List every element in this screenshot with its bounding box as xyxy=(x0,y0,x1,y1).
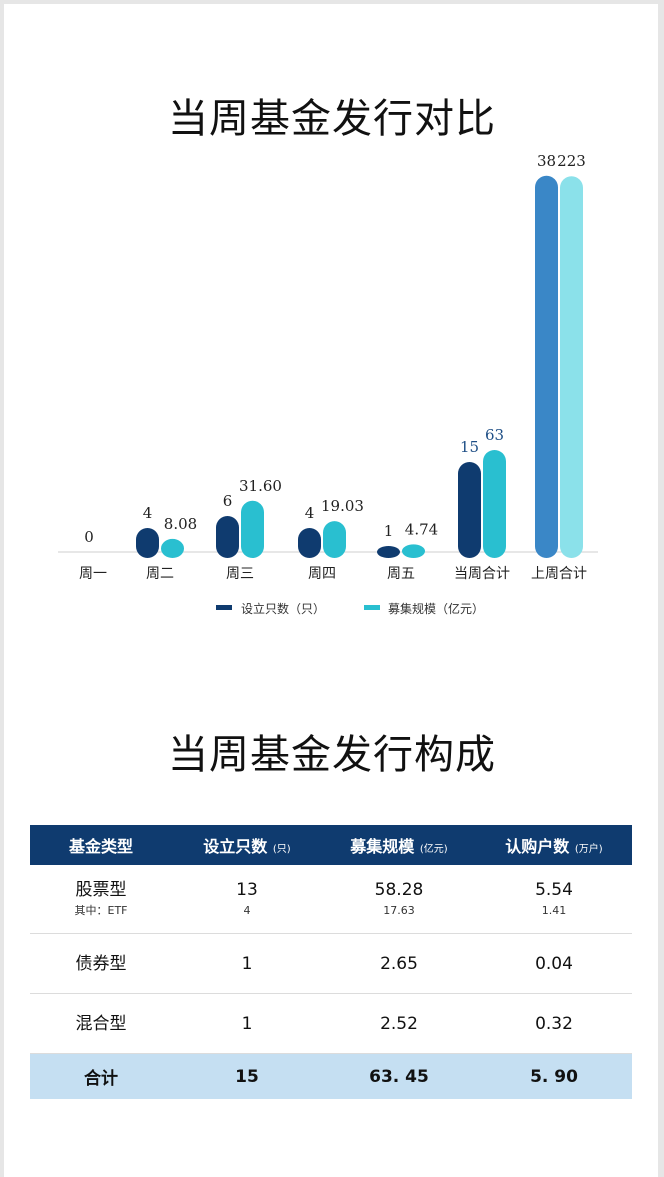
cell-scale: 58.28 17.63 xyxy=(322,865,476,934)
bar-chart: 0 周一 4 8.08 周二 6 31.60 周三 4 19.03 周四 1 4.74 周五 15 63 当周合… xyxy=(58,152,598,616)
bar-scale xyxy=(241,500,264,558)
category-label: 周一 xyxy=(79,566,107,582)
cell-type: 股票型 其中：ETF xyxy=(30,865,172,934)
cell-scale: 2.65 xyxy=(322,933,476,994)
bar-scale xyxy=(402,544,425,558)
composition-table: 基金类型 设立只数 (只) 募集规模 (亿元) 认购户数 (万户) 股票型 其中：… xyxy=(30,825,632,1099)
table-header-row: 基金类型 设立只数 (只) 募集规模 (亿元) 认购户数 (万户) xyxy=(30,825,632,865)
cell-scale: 2.52 xyxy=(322,993,476,1054)
cell-count: 13 4 xyxy=(172,865,322,934)
cell-households: 0.32 xyxy=(476,993,632,1054)
cell-households: 5. 90 xyxy=(476,1053,632,1099)
data-label-scale: 19.03 xyxy=(321,497,364,515)
category-label: 周三 xyxy=(226,566,254,582)
data-label-count: 4 xyxy=(143,504,153,522)
cell-count: 1 xyxy=(172,933,322,994)
bar-count xyxy=(458,462,481,558)
data-label-scale: 8.08 xyxy=(164,515,197,533)
data-label-count: 6 xyxy=(223,492,233,510)
bar-count xyxy=(298,528,321,558)
header-scale: 募集规模 (亿元) xyxy=(322,825,476,865)
data-label-scale: 63 xyxy=(485,426,504,444)
category-label: 周二 xyxy=(146,566,174,582)
legend-swatch-scale xyxy=(364,605,380,610)
data-label-count: 4 xyxy=(305,504,315,522)
category-label: 周五 xyxy=(387,566,415,582)
data-label-scale: 223 xyxy=(557,152,586,170)
data-label-scale: 31.60 xyxy=(239,477,282,495)
cell-type: 混合型 xyxy=(30,993,172,1054)
header-fund-type: 基金类型 xyxy=(30,825,172,865)
data-label-scale: 4.74 xyxy=(405,520,438,538)
table-title: 当周基金发行构成 xyxy=(168,732,496,778)
bar-scale xyxy=(161,538,184,558)
cell-count: 1 xyxy=(172,993,322,1054)
data-label-count: 15 xyxy=(460,438,479,456)
bar-scale xyxy=(323,521,346,558)
chart-title: 当周基金发行对比 xyxy=(168,96,496,142)
bar-scale xyxy=(560,176,583,558)
cell-households: 5.54 1.41 xyxy=(476,865,632,934)
data-label-count: 38 xyxy=(537,152,556,170)
header-count: 设立只数 (只) xyxy=(172,825,322,865)
table-row-total: 合计 15 63. 45 5. 90 xyxy=(30,1053,632,1099)
table-row-hybrid: 混合型 1 2.52 0.32 xyxy=(30,993,632,1054)
table-row-equity: 股票型 其中：ETF 13 4 58.28 17.63 5.54 1.41 xyxy=(30,865,632,934)
cell-type: 债券型 xyxy=(30,933,172,994)
cell-type: 合计 xyxy=(30,1053,172,1099)
bar-count xyxy=(377,546,400,558)
category-label: 周四 xyxy=(308,566,336,582)
data-label-count: 0 xyxy=(84,528,94,546)
data-label-count: 1 xyxy=(384,522,394,540)
bar-scale xyxy=(483,449,506,558)
category-label: 当周合计 xyxy=(454,566,510,582)
bar-count xyxy=(136,528,159,558)
bar-count xyxy=(535,175,558,559)
legend-swatch-count xyxy=(216,605,232,610)
cell-scale: 63. 45 xyxy=(322,1053,476,1099)
bar-count xyxy=(216,516,239,558)
legend-label-count: 设立只数（只） xyxy=(241,601,325,616)
header-households: 认购户数 (万户) xyxy=(476,825,632,865)
legend-label-scale: 募集规模（亿元） xyxy=(388,601,484,616)
cell-households: 0.04 xyxy=(476,933,632,994)
table-row-bond: 债券型 1 2.65 0.04 xyxy=(30,933,632,994)
cell-count: 15 xyxy=(172,1053,322,1099)
category-label: 上周合计 xyxy=(531,566,587,582)
